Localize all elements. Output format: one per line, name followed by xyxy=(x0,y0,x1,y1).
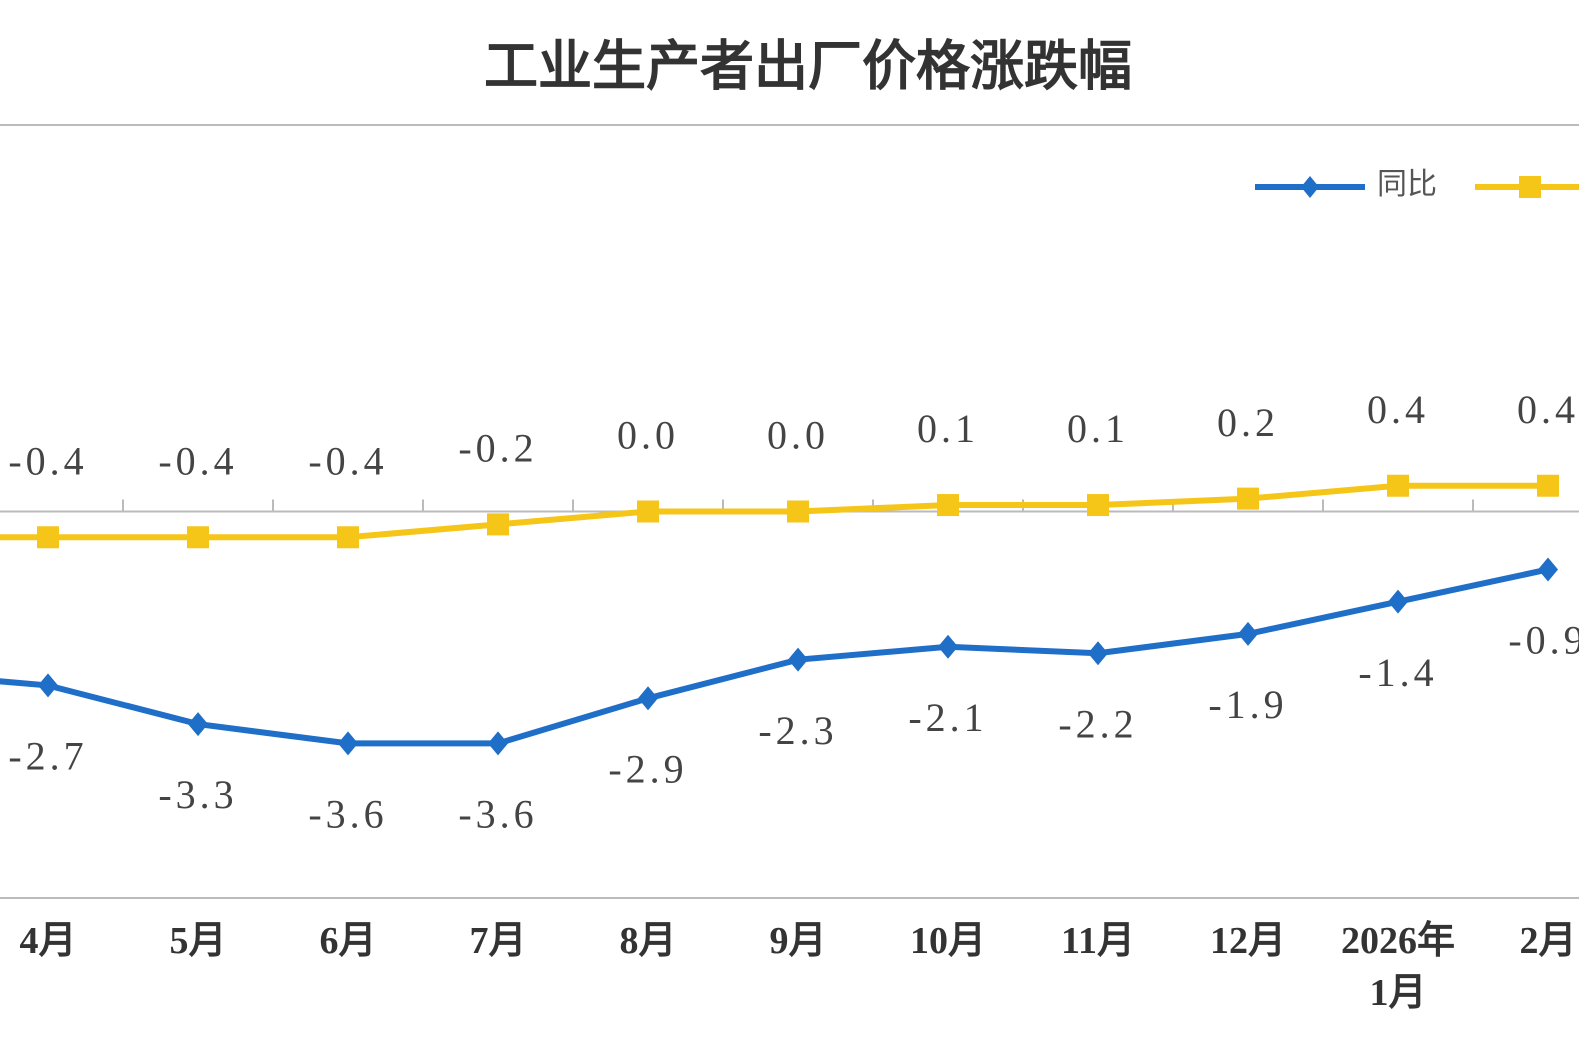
legend-marker xyxy=(1301,176,1319,198)
x-tick-label: 12月 xyxy=(1209,920,1286,962)
data-label: 0.4 xyxy=(1517,387,1579,432)
data-label: -2.7 xyxy=(8,734,87,779)
data-label: -3.6 xyxy=(308,792,387,837)
marker xyxy=(637,500,659,523)
x-tick-label: 5月 xyxy=(169,920,227,962)
data-label: 0.0 xyxy=(617,413,679,458)
x-tick-label: 11月 xyxy=(1061,920,1135,962)
data-label: 0.1 xyxy=(1067,406,1129,451)
marker xyxy=(937,494,959,517)
series-line xyxy=(0,566,1549,747)
data-label: -0.4 xyxy=(8,438,87,483)
marker xyxy=(638,686,658,711)
data-label: -2.1 xyxy=(908,695,987,740)
x-tick-label: 10月 xyxy=(909,920,986,962)
data-label: -1.4 xyxy=(1358,650,1437,695)
data-label: -2.3 xyxy=(758,708,837,753)
marker xyxy=(787,500,809,523)
data-label: -0.9 xyxy=(1508,618,1579,663)
marker xyxy=(1388,589,1408,614)
marker xyxy=(1538,557,1558,582)
marker xyxy=(1087,494,1109,517)
marker xyxy=(1537,474,1559,497)
x-tick-label: 6月 xyxy=(319,920,377,962)
marker xyxy=(487,513,509,536)
data-label: -2.9 xyxy=(608,746,687,791)
data-label: -0.4 xyxy=(158,438,237,483)
data-label: -2.2 xyxy=(1058,701,1137,746)
marker xyxy=(337,526,359,549)
x-tick-label: 2026年 1月 xyxy=(1340,920,1455,1014)
marker xyxy=(1237,487,1259,510)
data-label: -0.4 xyxy=(308,438,387,483)
x-tick-label: 9月 xyxy=(769,920,827,962)
marker xyxy=(1238,621,1258,646)
series-line xyxy=(0,482,1548,541)
data-label: -0.2 xyxy=(458,426,537,471)
data-label: -3.6 xyxy=(458,792,537,837)
marker xyxy=(38,673,58,698)
x-tick-label: 7月 xyxy=(469,920,527,962)
chart-title: 工业生产者出厂价格涨跌幅 xyxy=(484,36,1132,96)
x-tick-label: 8月 xyxy=(619,920,677,962)
marker xyxy=(1088,641,1108,666)
marker xyxy=(37,526,59,549)
marker xyxy=(938,634,958,659)
marker xyxy=(488,731,508,756)
legend-marker xyxy=(1519,176,1541,198)
x-tick-label: 2月 xyxy=(1519,920,1577,962)
marker xyxy=(1387,474,1409,497)
data-label: -3.3 xyxy=(158,772,237,817)
x-tick-label: 4月 xyxy=(19,920,77,962)
data-label: 0.1 xyxy=(917,406,979,451)
legend-label: 同比 xyxy=(1377,168,1437,201)
data-label: -1.9 xyxy=(1208,682,1287,727)
marker xyxy=(188,712,208,737)
data-label: 0.2 xyxy=(1217,400,1279,445)
data-label: 0.4 xyxy=(1367,387,1429,432)
marker xyxy=(338,731,358,756)
marker xyxy=(788,647,808,672)
data-label: 0.0 xyxy=(767,413,829,458)
marker xyxy=(187,526,209,549)
